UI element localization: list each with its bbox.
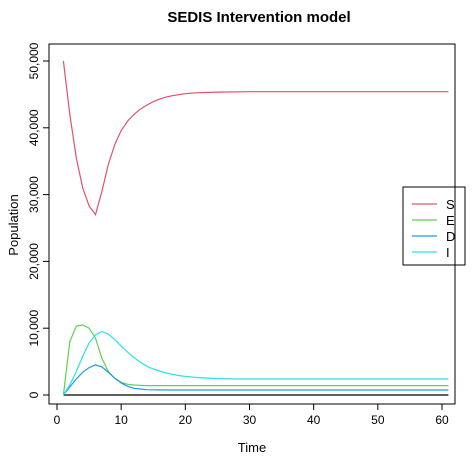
x-tick-label: 20 [179,413,193,427]
x-tick-label: 30 [243,413,257,427]
x-tick-label: 50 [371,413,385,427]
y-tick-label: 40,000 [27,109,41,146]
y-tick-label: 50,000 [27,42,41,79]
x-axis-label: Time [238,440,266,455]
legend-label-s: S [446,197,455,212]
series-line-s [62,60,449,216]
x-tick-label: 10 [114,413,128,427]
x-tick-label: 60 [435,413,449,427]
series-line-d [62,364,449,396]
legend-label-i: I [446,245,450,260]
series-lines [62,60,449,396]
legend: SEDI [402,186,466,266]
legend-label-e: E [446,213,455,228]
series-line-e [62,324,449,396]
chart-title: SEDIS Intervention model [167,9,350,26]
x-axis: 0 10 20 30 40 50 60 [54,404,449,427]
x-tick-label: 0 [54,413,61,427]
y-axis: 0 10,000 20,000 30,000 40,000 50,000 [27,42,49,398]
x-tick-label: 40 [307,413,321,427]
legend-box [402,186,466,266]
series-line-i [62,330,449,396]
y-axis-label: Population [6,194,21,255]
y-tick-label: 30,000 [27,176,41,213]
y-tick-label: 20,000 [27,243,41,280]
plot-frame [48,43,456,405]
legend-label-d: D [446,229,455,244]
y-tick-label: 0 [27,391,41,398]
y-tick-label: 10,000 [27,310,41,347]
